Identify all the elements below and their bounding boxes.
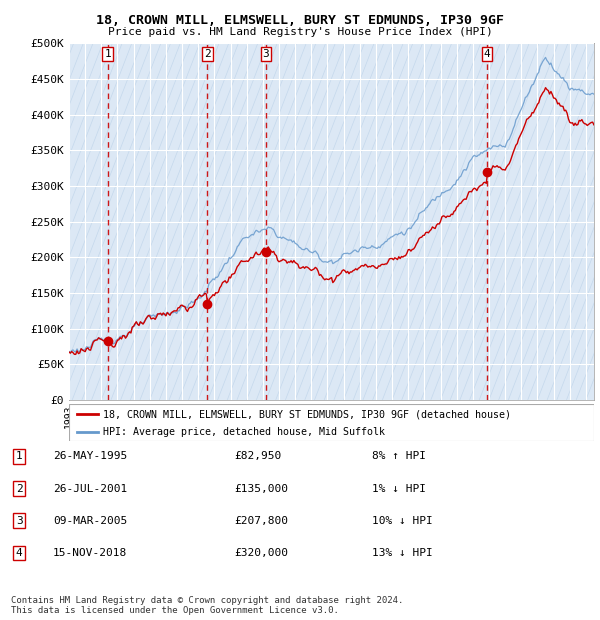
Text: 3: 3	[16, 516, 23, 526]
Text: 4: 4	[484, 49, 490, 59]
Text: 18, CROWN MILL, ELMSWELL, BURY ST EDMUNDS, IP30 9GF: 18, CROWN MILL, ELMSWELL, BURY ST EDMUND…	[96, 14, 504, 27]
Text: 26-JUL-2001: 26-JUL-2001	[53, 484, 127, 494]
Text: Price paid vs. HM Land Registry's House Price Index (HPI): Price paid vs. HM Land Registry's House …	[107, 27, 493, 37]
Text: 26-MAY-1995: 26-MAY-1995	[53, 451, 127, 461]
FancyBboxPatch shape	[69, 404, 594, 441]
Text: HPI: Average price, detached house, Mid Suffolk: HPI: Average price, detached house, Mid …	[103, 427, 385, 437]
Text: £82,950: £82,950	[234, 451, 281, 461]
Text: £207,800: £207,800	[234, 516, 288, 526]
Text: 13% ↓ HPI: 13% ↓ HPI	[372, 548, 433, 558]
Text: 3: 3	[263, 49, 269, 59]
Text: £320,000: £320,000	[234, 548, 288, 558]
Text: 2: 2	[16, 484, 23, 494]
Text: £135,000: £135,000	[234, 484, 288, 494]
Text: Contains HM Land Registry data © Crown copyright and database right 2024.
This d: Contains HM Land Registry data © Crown c…	[11, 596, 403, 615]
Text: 1: 1	[104, 49, 111, 59]
Text: 15-NOV-2018: 15-NOV-2018	[53, 548, 127, 558]
Text: 8% ↑ HPI: 8% ↑ HPI	[372, 451, 426, 461]
Text: 1% ↓ HPI: 1% ↓ HPI	[372, 484, 426, 494]
Text: 4: 4	[16, 548, 23, 558]
Text: 18, CROWN MILL, ELMSWELL, BURY ST EDMUNDS, IP30 9GF (detached house): 18, CROWN MILL, ELMSWELL, BURY ST EDMUND…	[103, 409, 511, 419]
Text: 09-MAR-2005: 09-MAR-2005	[53, 516, 127, 526]
Text: 2: 2	[204, 49, 211, 59]
Text: 10% ↓ HPI: 10% ↓ HPI	[372, 516, 433, 526]
Text: 1: 1	[16, 451, 23, 461]
